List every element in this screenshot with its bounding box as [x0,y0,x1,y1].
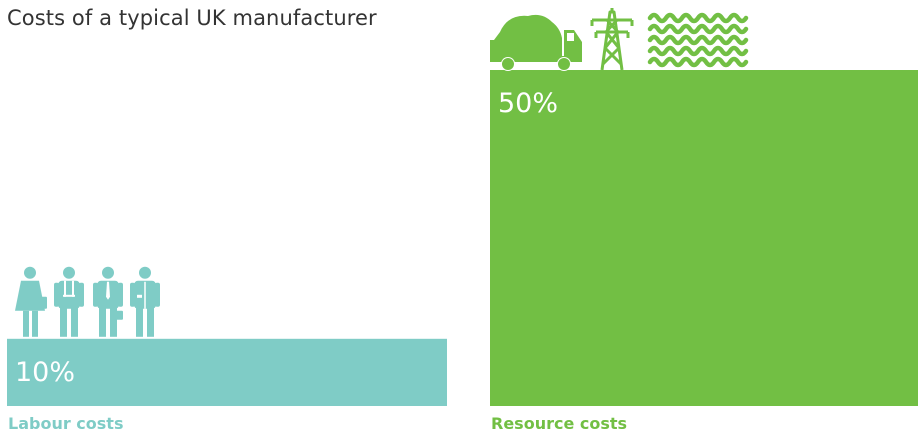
bar-labour-costs [7,338,447,406]
woman-worker-icon [15,266,47,337]
value-label-2: 50% [498,88,559,119]
category-label-1: Labour costs [8,414,124,433]
bar-resource-costs [490,70,918,406]
businessman-icon [93,266,123,337]
dump-truck-icon [490,14,582,71]
power-pylon-icon [590,8,634,71]
man-worker-icon [54,266,84,337]
water-waves-icon [647,12,749,68]
chart-title: Costs of a typical UK manufacturer [7,6,377,30]
category-label-2: Resource costs [491,414,628,433]
value-label-1: 10% [15,356,76,388]
lab-coat-worker-icon [130,266,160,337]
